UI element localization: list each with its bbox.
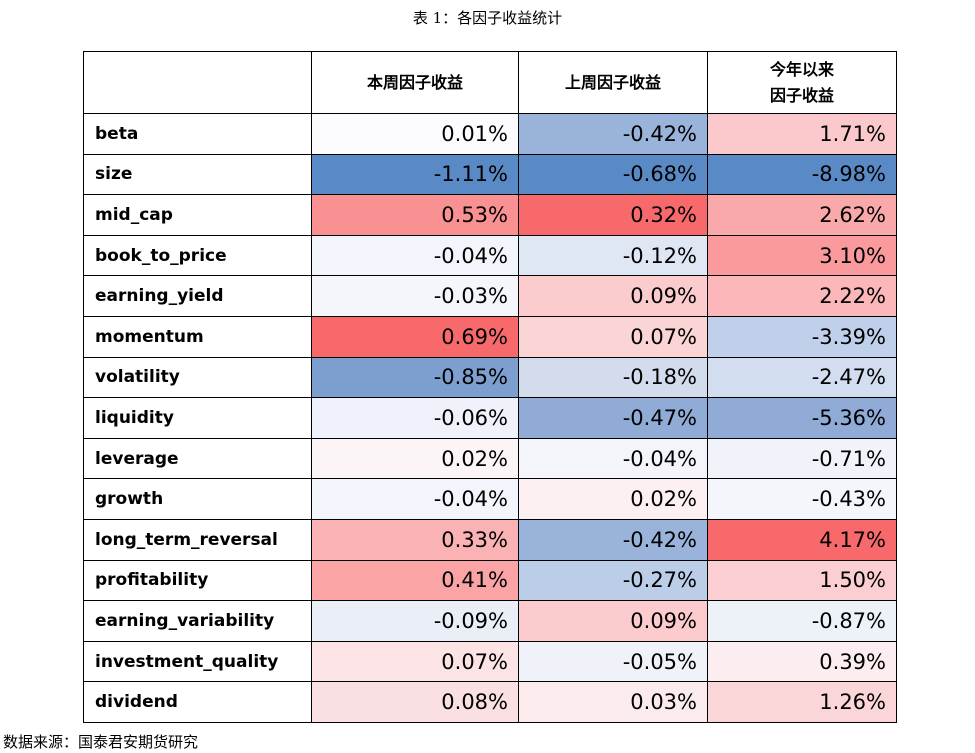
factor-return-cell: 2.62% <box>707 194 897 236</box>
table-row: liquidity -0.06% -0.47% -5.36% <box>83 397 897 439</box>
factor-name: momentum <box>83 315 312 358</box>
table-row: earning_yield -0.03% 0.09% 2.22% <box>83 275 897 317</box>
factor-return-cell: -0.87% <box>707 600 897 642</box>
factor-return-cell: 0.09% <box>518 275 708 317</box>
factor-return-cell: -0.18% <box>518 356 708 399</box>
factor-return-cell: -0.42% <box>518 113 708 155</box>
factor-return-cell: -0.43% <box>707 478 897 520</box>
factor-name: investment_quality <box>83 640 312 683</box>
factor-name: mid_cap <box>83 194 312 236</box>
factor-return-table: 本周因子收益 上周因子收益 今年以来 因子收益 beta 0.01% -0.42% 1… <box>83 51 897 723</box>
factor-return-cell: -0.04% <box>311 478 519 520</box>
factor-return-cell: -0.27% <box>518 559 708 602</box>
factor-return-cell: 4.17% <box>707 518 897 561</box>
table-title: 表 1：各因子收益统计 <box>412 9 563 27</box>
table-row: book_to_price -0.04% -0.12% 3.10% <box>83 234 897 277</box>
factor-return-cell: -0.12% <box>518 234 708 277</box>
table-row: profitability 0.41% -0.27% 1.50% <box>83 559 897 602</box>
data-source: 数据来源：国泰君安期货研究 <box>3 733 199 751</box>
factor-return-cell: -0.04% <box>518 437 708 480</box>
factor-name: profitability <box>83 559 312 602</box>
factor-return-cell: 0.33% <box>311 518 519 561</box>
table-row: investment_quality 0.07% -0.05% 0.39% <box>83 640 897 683</box>
factor-return-cell: 2.22% <box>707 275 897 317</box>
factor-return-cell: -0.03% <box>311 275 519 317</box>
factor-return-cell: -0.04% <box>311 234 519 277</box>
factor-name: long_term_reversal <box>83 518 312 561</box>
factor-return-cell: 0.53% <box>311 194 519 236</box>
table-row: volatility -0.85% -0.18% -2.47% <box>83 356 897 399</box>
factor-return-cell: 3.10% <box>707 234 897 277</box>
factor-return-cell: -0.68% <box>518 153 708 196</box>
header-blank <box>83 51 312 114</box>
factor-return-cell: 0.41% <box>311 559 519 602</box>
factor-return-cell: 0.02% <box>311 437 519 480</box>
factor-name: liquidity <box>83 397 312 439</box>
factor-name: dividend <box>83 681 312 723</box>
factor-return-cell: 1.71% <box>707 113 897 155</box>
factor-return-cell: 1.50% <box>707 559 897 602</box>
factor-name: book_to_price <box>83 234 312 277</box>
factor-return-cell: 0.07% <box>311 640 519 683</box>
factor-return-cell: 0.32% <box>518 194 708 236</box>
factor-return-cell: 1.26% <box>707 681 897 723</box>
table-body: beta 0.01% -0.42% 1.71% size -1.11% -0.68% -8.9… <box>83 113 897 723</box>
table-row: dividend 0.08% 0.03% 1.26% <box>83 681 897 723</box>
factor-name: earning_yield <box>83 275 312 317</box>
table-row: leverage 0.02% -0.04% -0.71% <box>83 437 897 480</box>
factor-return-cell: -0.42% <box>518 518 708 561</box>
factor-return-cell: 0.09% <box>518 600 708 642</box>
factor-return-cell: 0.39% <box>707 640 897 683</box>
table-row: long_term_reversal 0.33% -0.42% 4.17% <box>83 518 897 561</box>
table-row: beta 0.01% -0.42% 1.71% <box>83 113 897 155</box>
table-row: growth -0.04% 0.02% -0.43% <box>83 478 897 520</box>
factor-return-cell: -3.39% <box>707 315 897 358</box>
table-row: mid_cap 0.53% 0.32% 2.62% <box>83 194 897 236</box>
factor-return-cell: 0.01% <box>311 113 519 155</box>
factor-return-cell: -0.85% <box>311 356 519 399</box>
factor-name: leverage <box>83 437 312 480</box>
factor-name: beta <box>83 113 312 155</box>
table-row: momentum 0.69% 0.07% -3.39% <box>83 315 897 358</box>
factor-return-cell: -0.47% <box>518 397 708 439</box>
factor-return-cell: 0.08% <box>311 681 519 723</box>
factor-return-cell: 0.07% <box>518 315 708 358</box>
factor-return-cell: 0.03% <box>518 681 708 723</box>
header-this-week: 本周因子收益 <box>311 51 519 114</box>
factor-return-cell: -1.11% <box>311 153 519 196</box>
factor-return-cell: -0.71% <box>707 437 897 480</box>
factor-return-cell: -0.06% <box>311 397 519 439</box>
table-row: earning_variability -0.09% 0.09% -0.87% <box>83 600 897 642</box>
factor-name: earning_variability <box>83 600 312 642</box>
factor-return-cell: 0.69% <box>311 315 519 358</box>
header-row: 本周因子收益 上周因子收益 今年以来 因子收益 <box>83 51 897 114</box>
factor-name: growth <box>83 478 312 520</box>
factor-return-cell: -0.09% <box>311 600 519 642</box>
factor-return-cell: -2.47% <box>707 356 897 399</box>
header-last-week: 上周因子收益 <box>518 51 708 114</box>
factor-return-cell: -5.36% <box>707 397 897 439</box>
factor-return-cell: -8.98% <box>707 153 897 196</box>
table-row: size -1.11% -0.68% -8.98% <box>83 153 897 196</box>
factor-name: volatility <box>83 356 312 399</box>
factor-return-cell: 0.02% <box>518 478 708 520</box>
header-ytd: 今年以来 因子收益 <box>707 51 897 114</box>
factor-name: size <box>83 153 312 196</box>
factor-return-cell: -0.05% <box>518 640 708 683</box>
